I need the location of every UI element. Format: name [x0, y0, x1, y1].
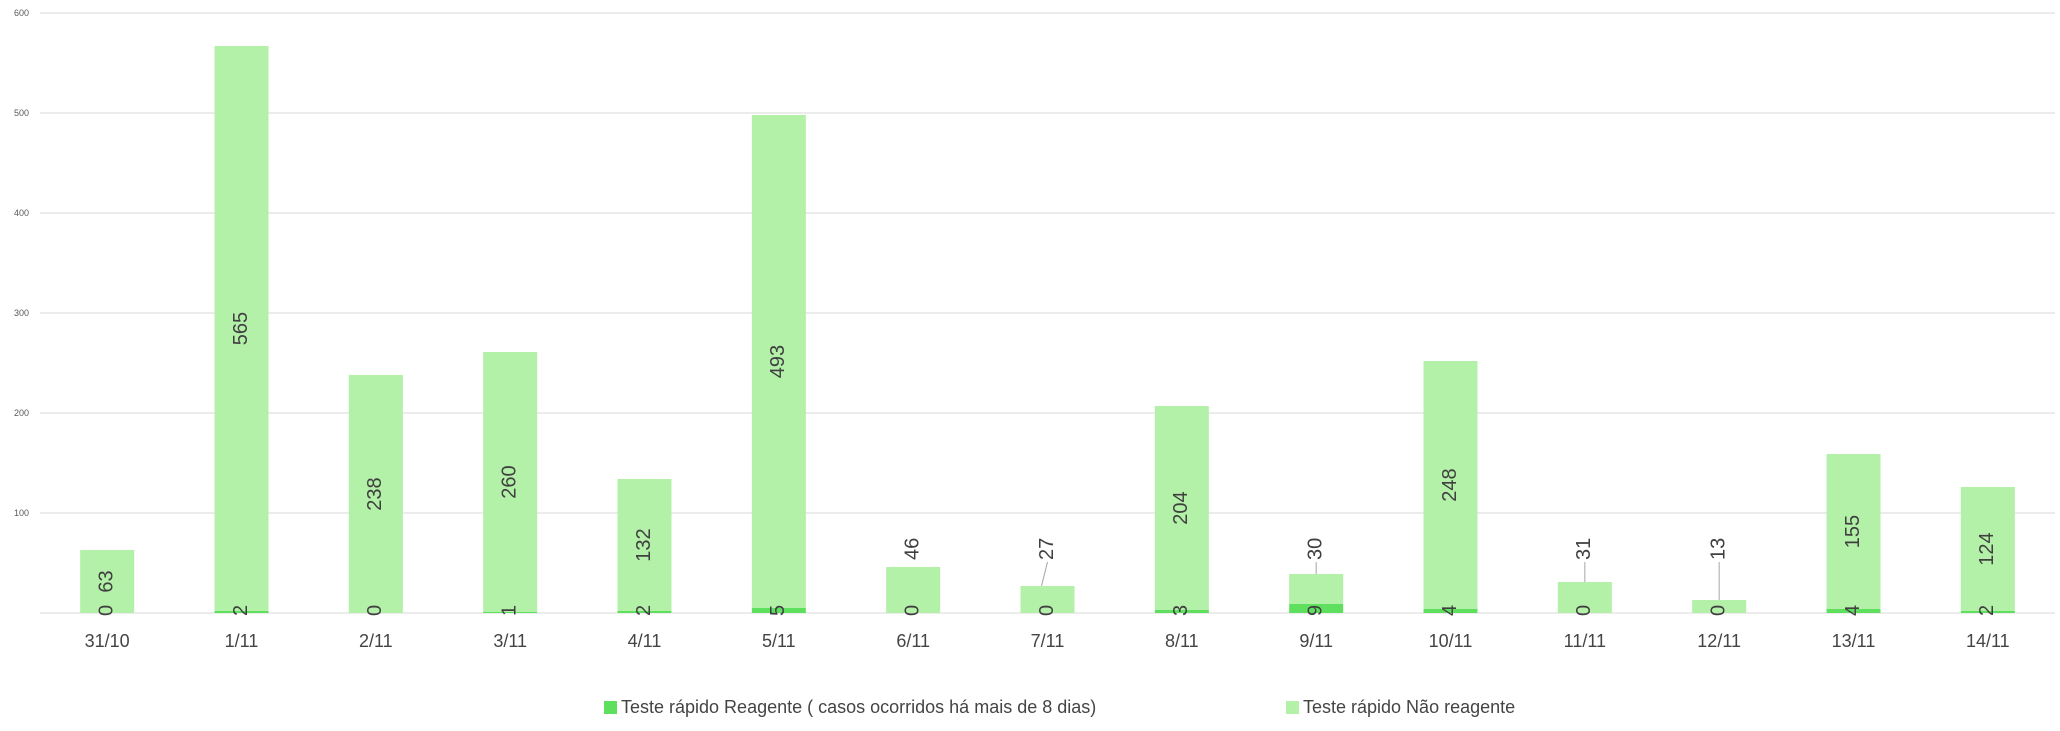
data-label-nao-reagente: 124 [1976, 532, 1998, 565]
y-tick-label: 600 [14, 8, 29, 18]
data-label-reagente: 0 [95, 605, 117, 616]
data-label-reagente: 4 [1842, 605, 1864, 616]
bar-nao-reagente [1960, 487, 2015, 611]
legend-item-reagente: Teste rápido Reagente ( casos ocorridos … [604, 697, 1096, 718]
data-label-nao-reagente: 31 [1573, 538, 1595, 560]
legend-item-nao-reagente: Teste rápido Não reagente [1286, 697, 1515, 718]
data-label-reagente: 0 [901, 605, 923, 616]
data-label-nao-reagente: 260 [498, 465, 520, 498]
bar-reagente [1154, 610, 1209, 613]
bar-reagente [617, 611, 672, 613]
data-label-nao-reagente: 13 [1707, 538, 1729, 560]
data-label-nao-reagente: 493 [767, 345, 789, 378]
y-tick-label: 300 [14, 308, 29, 318]
bar-reagente [751, 608, 806, 613]
bar-reagente [1826, 609, 1881, 613]
data-label-nao-reagente: 46 [901, 538, 923, 560]
bar-nao-reagente [1289, 574, 1344, 604]
data-label-reagente: 0 [364, 605, 386, 616]
data-label-reagente: 2 [230, 605, 252, 616]
data-label-reagente: 0 [1573, 605, 1595, 616]
x-tick-label: 9/11 [1299, 631, 1333, 651]
legend-swatch-reagente [604, 701, 617, 714]
data-label-reagente: 1 [498, 605, 520, 616]
bar-nao-reagente [1826, 454, 1881, 609]
x-tick-label: 6/11 [896, 631, 930, 651]
data-label-reagente: 0 [1707, 605, 1729, 616]
bar-nao-reagente [1557, 582, 1612, 613]
x-tick-label: 13/11 [1832, 631, 1876, 651]
data-label-nao-reagente: 30 [1304, 538, 1326, 560]
data-label-reagente: 3 [1170, 605, 1192, 616]
bar-reagente [1423, 609, 1478, 613]
bar-reagente [1960, 611, 2015, 613]
y-tick-label: 400 [14, 208, 29, 218]
x-tick-label: 4/11 [628, 631, 662, 651]
bar-nao-reagente [1020, 586, 1075, 613]
legend-swatch-nao-reagente [1286, 701, 1299, 714]
bar-nao-reagente [751, 115, 806, 608]
data-label-nao-reagente: 565 [230, 312, 252, 345]
data-label-nao-reagente: 132 [633, 528, 655, 561]
legend-label-reagente: Teste rápido Reagente ( casos ocorridos … [621, 697, 1097, 717]
bar-nao-reagente [1692, 600, 1747, 613]
x-tick-label: 8/11 [1165, 631, 1199, 651]
data-label-reagente: 0 [1036, 605, 1058, 616]
y-tick-label: 500 [14, 108, 29, 118]
bar-nao-reagente [1423, 361, 1478, 609]
bar-nao-reagente [483, 352, 538, 612]
bar-nao-reagente [348, 375, 403, 613]
data-label-reagente: 2 [1976, 605, 1998, 616]
data-label-reagente: 4 [1439, 605, 1461, 616]
y-tick-label: 200 [14, 408, 29, 418]
data-label-nao-reagente: 63 [95, 570, 117, 592]
legend-label-nao-reagente: Teste rápido Não reagente [1303, 697, 1516, 717]
bar-nao-reagente [1154, 406, 1209, 610]
legend: Teste rápido Reagente ( casos ocorridos … [0, 697, 2060, 727]
data-label-nao-reagente: 155 [1842, 515, 1864, 548]
data-label-nao-reagente: 238 [364, 477, 386, 510]
bar-nao-reagente [617, 479, 672, 611]
bar-reagente [1289, 604, 1344, 613]
x-tick-label: 14/11 [1966, 631, 2010, 651]
x-tick-label: 12/11 [1697, 631, 1741, 651]
x-tick-label: 10/11 [1429, 631, 1473, 651]
leader-line [1041, 561, 1048, 587]
data-label-reagente: 9 [1304, 605, 1326, 616]
data-label-reagente: 5 [767, 605, 789, 616]
x-tick-label: 2/11 [359, 631, 393, 651]
x-tick-label: 3/11 [493, 631, 527, 651]
bar-nao-reagente [214, 46, 269, 611]
x-tick-label: 11/11 [1564, 631, 1606, 651]
x-tick-label: 1/11 [225, 631, 259, 651]
bar-nao-reagente [886, 567, 941, 613]
bar-nao-reagente [80, 550, 135, 613]
data-label-reagente: 2 [633, 605, 655, 616]
x-tick-label: 7/11 [1031, 631, 1065, 651]
x-tick-label: 5/11 [762, 631, 796, 651]
data-label-nao-reagente: 204 [1170, 491, 1192, 524]
data-label-nao-reagente: 27 [1036, 538, 1058, 560]
bar-reagente [214, 611, 269, 613]
y-tick-label: 100 [14, 508, 29, 518]
bar-reagente [483, 612, 538, 613]
data-label-nao-reagente: 248 [1439, 468, 1461, 501]
x-tick-label: 31/10 [85, 631, 130, 651]
